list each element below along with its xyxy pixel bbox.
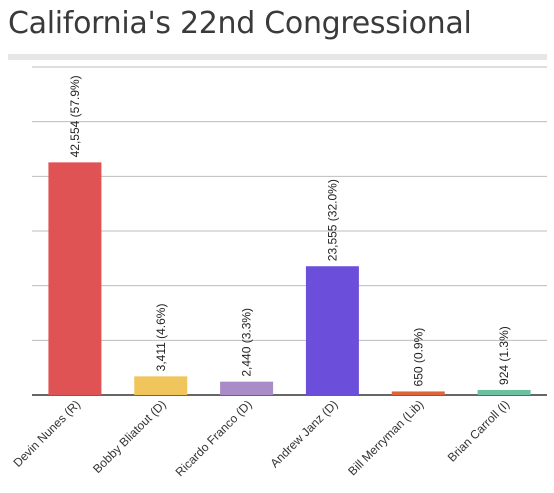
x-tick-label: Bill Merryman (Lib) xyxy=(345,397,426,478)
title-divider xyxy=(8,54,547,60)
x-tick-labels: Devin Nunes (R) Bobby Bliatout (D) Ricardo… xyxy=(10,397,512,479)
bar[interactable] xyxy=(220,381,274,395)
x-tick-label: Andrew Janz (D) xyxy=(267,397,340,470)
data-label: 42,554 (57.9%) xyxy=(68,75,82,157)
bars xyxy=(48,162,531,395)
x-tick-label: Bobby Bliatout (D) xyxy=(90,397,169,476)
data-label: 3,411 (4.6%) xyxy=(154,304,168,372)
bar[interactable] xyxy=(477,389,531,395)
x-tick-label: Devin Nunes (R) xyxy=(10,397,83,470)
data-label: 650 (0.9%) xyxy=(411,328,425,387)
data-label: 924 (1.3%) xyxy=(497,326,511,385)
bar[interactable] xyxy=(134,376,188,395)
gridlines xyxy=(32,66,547,396)
data-label: 23,555 (32.0%) xyxy=(325,179,339,261)
bar[interactable] xyxy=(391,391,445,395)
data-labels: 42,554 (57.9%) 3,411 (4.6%) 2,440 (3.3%) 23… xyxy=(68,75,511,386)
data-label: 2,440 (3.3%) xyxy=(240,308,254,377)
x-tick-label: Ricardo Franco (D) xyxy=(173,397,255,479)
chart-title: California's 22nd Congressional xyxy=(8,6,472,41)
bar[interactable] xyxy=(48,162,102,395)
bar[interactable] xyxy=(305,266,359,395)
x-tick-label: Brian Carroll (I) xyxy=(445,397,512,464)
